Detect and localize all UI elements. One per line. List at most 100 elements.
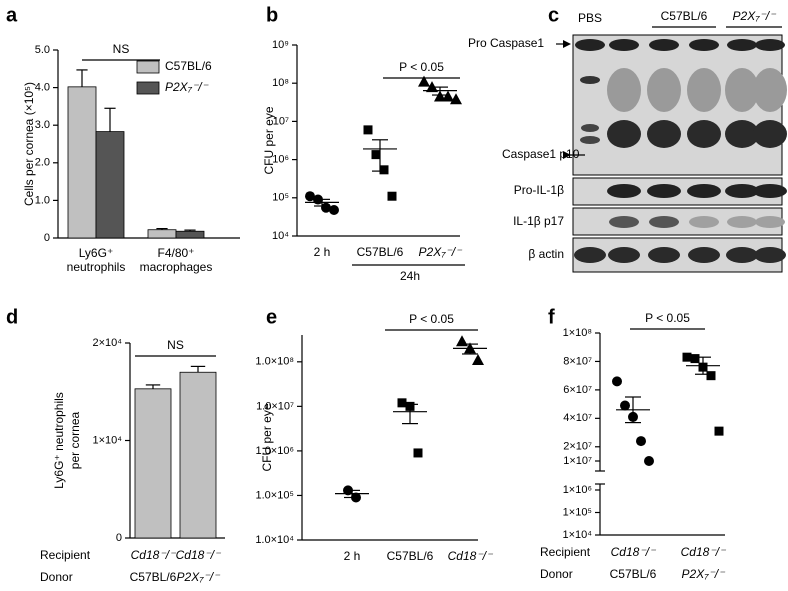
legend-label: C57BL/6 bbox=[165, 59, 212, 73]
significance-label: P < 0.05 bbox=[399, 60, 444, 74]
y-tick-label: 10⁴ bbox=[272, 230, 289, 242]
y-tick-label: 1.0 bbox=[35, 194, 50, 206]
row-value: Cd18⁻/⁻ bbox=[611, 545, 657, 559]
y-tick-label: 1×10⁷ bbox=[563, 455, 592, 467]
row-value: P2X₇⁻/⁻ bbox=[177, 570, 222, 584]
y-tick-label: 6×10⁷ bbox=[563, 384, 592, 396]
point bbox=[450, 93, 462, 105]
blot-band bbox=[754, 247, 786, 263]
x-tick-label: 2 h bbox=[344, 549, 361, 563]
blot-band bbox=[607, 68, 641, 112]
y-tick-label: 1.0×10⁸ bbox=[255, 356, 294, 368]
row-value: Cd18⁻/⁻ bbox=[131, 548, 177, 562]
legend-label: P2X₇⁻/⁻ bbox=[165, 80, 210, 94]
point bbox=[434, 90, 446, 102]
panel-letter: b bbox=[266, 4, 278, 26]
bar bbox=[95, 131, 125, 239]
blot-band bbox=[580, 136, 600, 144]
y-tick-label: 2.0 bbox=[35, 157, 50, 169]
y-tick-label: 0 bbox=[116, 532, 122, 544]
y-tick-label: 1×10⁸ bbox=[563, 327, 592, 339]
lane-label: PBS bbox=[578, 11, 602, 25]
legend-swatch bbox=[136, 60, 160, 74]
y-tick-label: 2×10⁴ bbox=[92, 337, 122, 349]
row-label: Donor bbox=[540, 567, 573, 581]
bar bbox=[179, 371, 217, 539]
bar bbox=[134, 388, 172, 539]
row-value: Cd18⁻/⁻ bbox=[176, 548, 222, 562]
y-tick-label: 4.0 bbox=[35, 82, 50, 94]
blot-band bbox=[689, 216, 719, 228]
blot-band bbox=[649, 39, 679, 51]
blot-band bbox=[725, 68, 759, 112]
blot-band bbox=[609, 216, 639, 228]
panel-letter: f bbox=[548, 306, 555, 328]
y-tick-label: 8×10⁷ bbox=[563, 355, 592, 367]
blot-band bbox=[755, 216, 785, 228]
blot-band bbox=[580, 76, 600, 84]
x-tick-label: 2 h bbox=[314, 245, 331, 259]
point bbox=[305, 191, 315, 202]
point bbox=[379, 165, 389, 175]
blot-band bbox=[647, 120, 681, 148]
lane-label: C57BL/6 bbox=[661, 9, 708, 23]
y-tick-label: 2×10⁷ bbox=[563, 441, 592, 453]
significance-label: P < 0.05 bbox=[409, 312, 454, 326]
y-tick-label: 3.0 bbox=[35, 119, 50, 131]
blot-band bbox=[726, 247, 758, 263]
significance-label: NS bbox=[167, 338, 184, 352]
y-tick-label: 1.0×10⁷ bbox=[256, 400, 294, 412]
point bbox=[363, 125, 373, 135]
point bbox=[706, 371, 716, 381]
y-axis-label: per cornea bbox=[68, 411, 82, 469]
panel-letter: c bbox=[548, 4, 559, 26]
point bbox=[612, 376, 622, 387]
x-tick-label: Cd18⁻/⁻ bbox=[448, 549, 494, 563]
y-tick-label: 10⁷ bbox=[273, 115, 289, 127]
significance-label: P < 0.05 bbox=[645, 311, 690, 325]
y-tick-label: 1×10⁵ bbox=[563, 506, 592, 518]
y-tick-label: 5.0 bbox=[35, 44, 50, 56]
blot-band bbox=[689, 39, 719, 51]
row-value: Cd18⁻/⁻ bbox=[681, 545, 727, 559]
point bbox=[442, 90, 454, 102]
point bbox=[413, 448, 423, 458]
panel-letter: d bbox=[6, 306, 18, 328]
point bbox=[329, 204, 339, 215]
y-axis-label: Cells per cornea (×10⁵) bbox=[22, 82, 36, 206]
y-tick-label: 0 bbox=[44, 232, 50, 244]
significance-label: NS bbox=[113, 42, 130, 56]
blot-band bbox=[575, 39, 605, 51]
blot-band bbox=[755, 39, 785, 51]
y-tick-label: 10⁵ bbox=[272, 192, 289, 204]
y-axis-label: CFU per eye bbox=[260, 403, 274, 471]
band-label: β actin bbox=[528, 247, 564, 261]
band-label: IL-1β p17 bbox=[513, 214, 564, 228]
bar bbox=[175, 230, 205, 239]
x-tick-label: F4/80⁺ macrophages bbox=[140, 246, 213, 274]
x-tick-label: C57BL/6 bbox=[357, 245, 404, 259]
panel-letter: a bbox=[6, 4, 18, 26]
legend-swatch bbox=[136, 81, 160, 95]
blot-band bbox=[753, 68, 787, 112]
y-tick-label: 1.0×10⁶ bbox=[256, 445, 294, 457]
y-tick-label: 1.0×10⁵ bbox=[255, 489, 294, 501]
y-tick-label: 10⁹ bbox=[272, 39, 289, 51]
band-label: Pro-IL-1β bbox=[514, 183, 564, 197]
bar bbox=[67, 86, 97, 239]
panel-letter: e bbox=[266, 306, 277, 328]
point bbox=[418, 75, 430, 87]
point bbox=[472, 353, 484, 365]
x-tick-label: P2X₇⁻/⁻ bbox=[419, 245, 464, 259]
blot-band bbox=[753, 120, 787, 148]
row-value: C57BL/6 bbox=[610, 567, 657, 581]
blot-band bbox=[687, 184, 721, 198]
band-label: Pro Caspase1 bbox=[468, 36, 544, 50]
point bbox=[387, 191, 397, 201]
y-tick-label: 4×10⁷ bbox=[563, 412, 592, 424]
blot-band bbox=[687, 68, 721, 112]
blot-band bbox=[725, 120, 759, 148]
blot-band bbox=[727, 39, 757, 51]
blot-band bbox=[687, 120, 721, 148]
band-label: Caspase1 p10 bbox=[502, 147, 580, 161]
